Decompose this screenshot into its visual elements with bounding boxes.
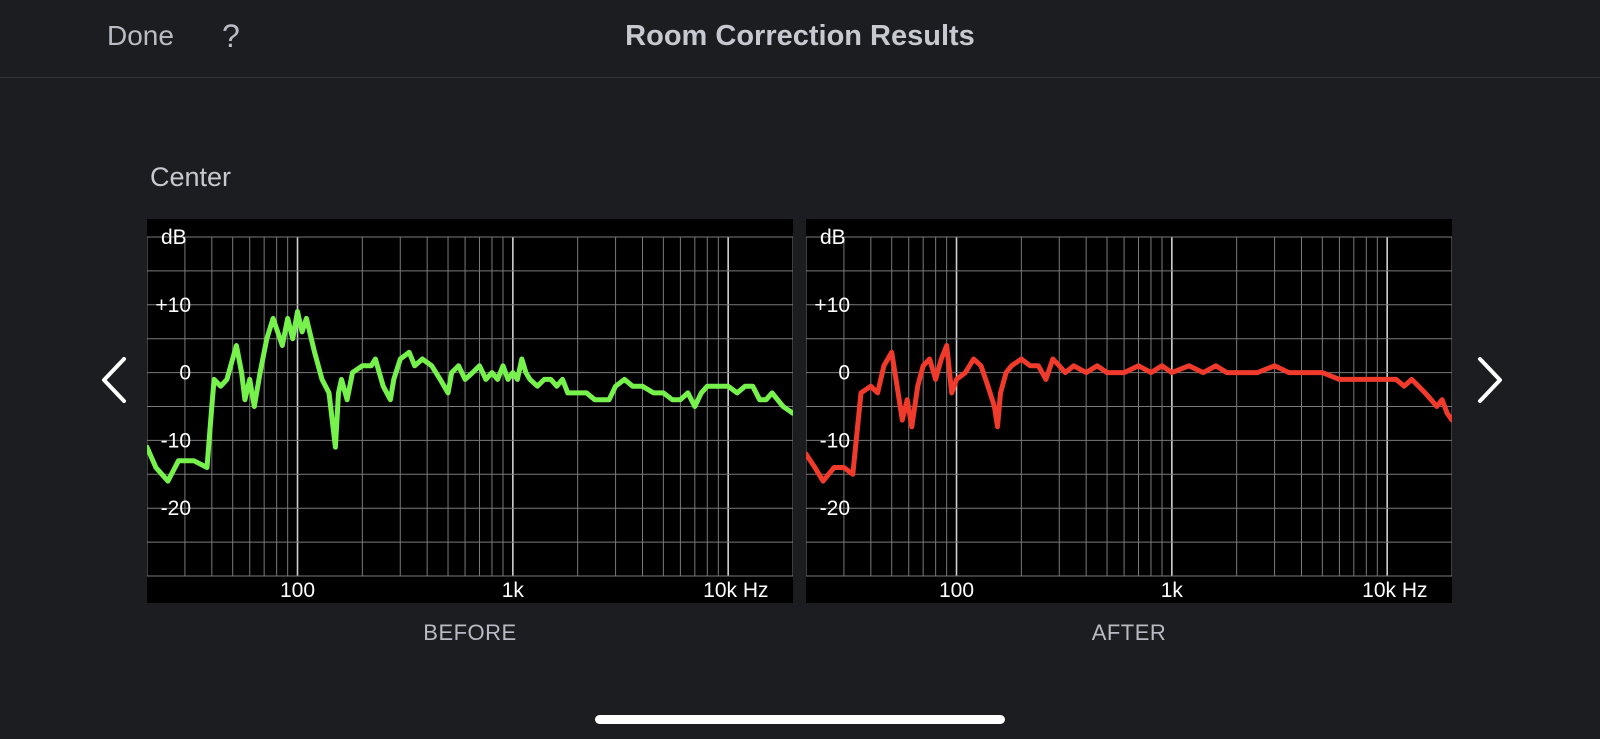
y-tick-label: +10 xyxy=(155,294,191,317)
response-curve xyxy=(147,309,793,484)
y-tick-label: -20 xyxy=(161,497,191,520)
x-tick-label: 10k Hz xyxy=(703,579,768,602)
y-tick-label: -10 xyxy=(820,429,850,452)
y-axis-label: dB xyxy=(820,226,846,249)
x-tick-label: 10k Hz xyxy=(1362,579,1427,602)
help-icon[interactable]: ? xyxy=(222,18,240,54)
x-tick-label: 1k xyxy=(1161,579,1184,602)
before-chart: dB +10 0 -10 -20 100 1k 10k Hz xyxy=(147,219,793,603)
y-tick-label: +10 xyxy=(814,294,850,317)
y-tick-label: -10 xyxy=(161,429,191,452)
before-caption: BEFORE xyxy=(423,620,517,645)
before-chart-svg: dB +10 0 -10 -20 100 1k 10k Hz xyxy=(147,226,793,602)
y-tick-label: 0 xyxy=(838,362,850,385)
after-chart-svg: dB +10 0 -10 -20 100 1k 10k Hz xyxy=(806,226,1452,602)
chevron-left-icon[interactable] xyxy=(96,355,136,405)
x-tick-label: 100 xyxy=(280,579,315,602)
y-tick-label: 0 xyxy=(179,362,191,385)
y-tick-label: -20 xyxy=(820,497,850,520)
channel-label: Center xyxy=(150,162,232,192)
x-tick-label: 100 xyxy=(939,579,974,602)
grid xyxy=(806,236,1452,577)
home-indicator xyxy=(595,715,1005,724)
nav-bar: Done ? Room Correction Results xyxy=(0,0,1600,78)
x-tick-label: 1k xyxy=(502,579,525,602)
page-title: Room Correction Results xyxy=(625,20,975,52)
done-button[interactable]: Done xyxy=(107,20,174,51)
grid xyxy=(147,236,793,577)
chevron-right-icon[interactable] xyxy=(1468,355,1508,405)
response-curve xyxy=(806,343,1452,484)
y-axis-label: dB xyxy=(161,226,187,249)
after-chart: dB +10 0 -10 -20 100 1k 10k Hz xyxy=(806,219,1452,603)
after-caption: AFTER xyxy=(1091,620,1167,645)
